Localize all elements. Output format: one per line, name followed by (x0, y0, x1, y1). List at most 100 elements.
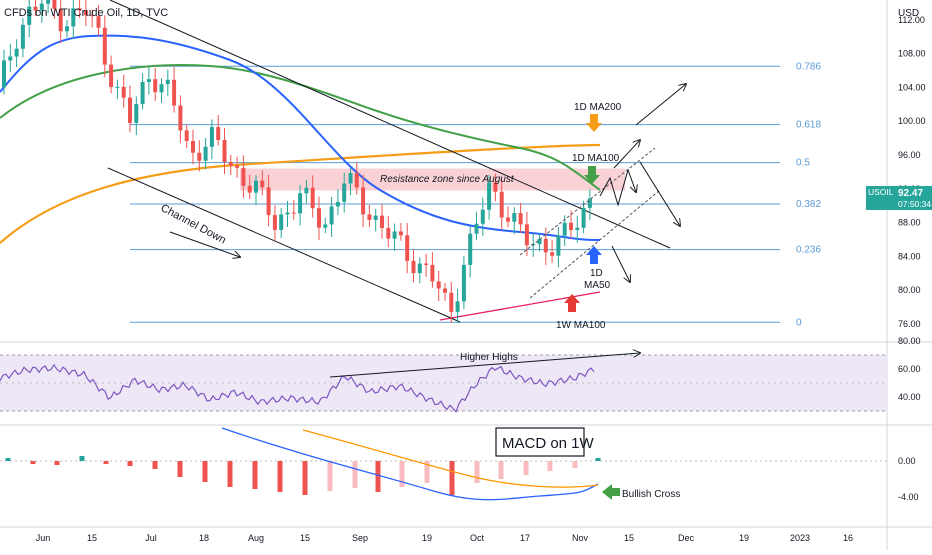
fib-label-2: 0.618 (796, 120, 821, 131)
candle-body (361, 187, 366, 215)
fib-label-5: 0.236 (796, 245, 821, 256)
price-badge-symbol: USOIL (868, 187, 894, 197)
macd-histogram-bar (302, 461, 308, 495)
candle-body (203, 146, 208, 161)
candle-body (480, 209, 485, 224)
price-tick-label: 80.00 (898, 285, 921, 295)
macd-histogram-bar (30, 461, 36, 464)
macd-histogram-bar (277, 461, 283, 492)
wedge-upper-line (519, 147, 656, 256)
macd-histogram-bar (202, 461, 208, 482)
candle-body (556, 235, 561, 256)
axes-layer: 112.00108.00104.00100.0096.0092.0088.008… (36, 15, 926, 543)
time-tick-label: Oct (470, 533, 485, 543)
candle-body (386, 228, 391, 239)
macd-histogram-bar (449, 461, 455, 495)
candle-body (228, 162, 233, 166)
time-tick-label: 17 (520, 533, 530, 543)
candle-body (317, 208, 321, 228)
candle-body (109, 64, 114, 87)
price-tick-label: 112.00 (898, 15, 925, 25)
candle-body (392, 231, 397, 239)
candle-body (587, 198, 592, 208)
macd-title-box (495, 427, 585, 457)
candle-body (260, 180, 265, 188)
rsi-tick-label: 60.00 (898, 364, 921, 374)
candle-body (96, 16, 101, 28)
candle-body (191, 140, 195, 153)
candle-body (367, 214, 372, 220)
candle-body (417, 263, 422, 274)
higher-highs-arrow (329, 353, 640, 378)
rsi-line (0, 363, 595, 414)
candle-body (436, 281, 441, 289)
macd-histogram-bar (79, 456, 85, 461)
time-tick-label: 15 (300, 533, 310, 543)
candle-body (373, 215, 378, 220)
fib-label-4: 0.382 (796, 199, 821, 210)
macd-histogram-bar (498, 461, 504, 479)
ma50-label-bottom: MA50 (584, 280, 611, 291)
ma50-label-top: 1D (590, 268, 603, 279)
candle-body (235, 165, 240, 168)
candle-body (2, 60, 6, 88)
bullish-cross-label: Bullish Cross (622, 489, 680, 500)
ma50-line (0, 34, 601, 241)
candle-body (398, 231, 403, 236)
candle-body (14, 48, 19, 57)
projection-layer (519, 84, 686, 312)
candle-body (90, 15, 95, 17)
candle-body (134, 104, 139, 123)
candle-body (184, 130, 189, 141)
candle-body (310, 187, 315, 209)
candles-layer (2, 0, 592, 324)
candle-body (52, 0, 57, 9)
macd-histogram-bar (547, 461, 553, 471)
candle-body (83, 10, 88, 16)
candle-body (33, 6, 38, 11)
currency-label: USD (898, 8, 919, 19)
candle-body (172, 79, 177, 106)
price-tick-label: 108.00 (898, 49, 926, 59)
candle-body (77, 8, 82, 11)
candle-body (254, 180, 258, 193)
candle-body (58, 8, 63, 32)
time-tick-label: 16 (843, 533, 853, 543)
resistance-zone-label: Resistance zone since August (380, 174, 515, 185)
projection-arrow-up-small (613, 140, 640, 169)
time-tick-label: Nov (572, 533, 589, 543)
time-tick-label: 19 (739, 533, 749, 543)
time-tick-label: Sep (352, 533, 368, 543)
candle-body (443, 288, 447, 293)
candle-body (493, 182, 498, 192)
time-tick-label: Jul (145, 533, 157, 543)
rsi-pane (0, 353, 887, 414)
candle-body (291, 212, 296, 214)
candle-body (405, 235, 410, 261)
candle-body (27, 6, 32, 25)
macd-line (221, 427, 599, 501)
candle-body (266, 187, 271, 216)
wedge-lower-line (529, 189, 661, 299)
candle-body (272, 215, 277, 230)
time-tick-label: Aug (248, 533, 264, 543)
bullish-cross-arrow (602, 484, 620, 500)
macd-histogram-bar (572, 461, 578, 468)
signal-line (302, 429, 599, 488)
ma100-label: 1D MA100 (572, 153, 620, 164)
time-tick-label: Dec (678, 533, 695, 543)
candle-body (550, 252, 555, 256)
candle-body (65, 26, 69, 32)
macd-histogram-bar (227, 461, 233, 487)
macd-histogram-bar (399, 461, 405, 487)
rsi-tick-label: 40.00 (898, 392, 921, 402)
candle-body (222, 139, 227, 163)
price-tick-label: 104.00 (898, 82, 926, 92)
candle-body (153, 79, 158, 93)
candle-body (506, 217, 510, 222)
candle-body (569, 222, 573, 231)
projection-arrow-down-right (639, 161, 680, 226)
candle-body (165, 79, 170, 85)
price-badge-price: 92.47 (898, 188, 923, 199)
